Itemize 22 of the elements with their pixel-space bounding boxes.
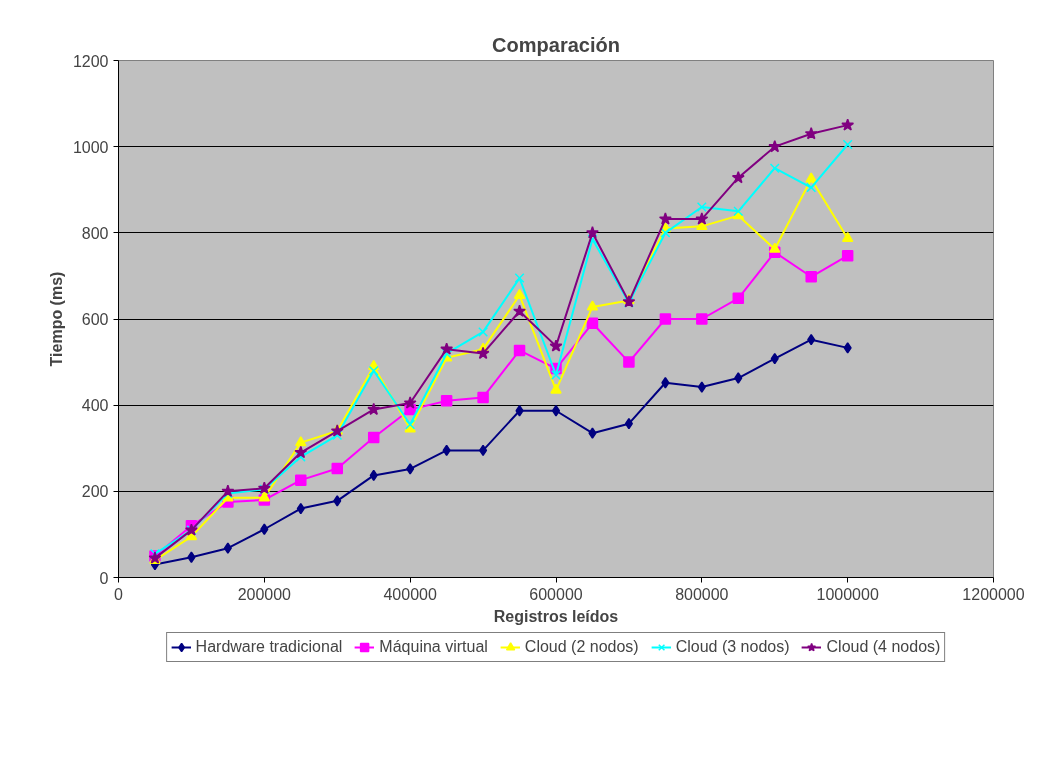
x-axis-title: Registros leídos bbox=[493, 607, 619, 625]
x-tick-label: 0 bbox=[114, 585, 124, 603]
legend-label: Cloud (4 nodos) bbox=[826, 638, 941, 656]
y-tick-label: 0 bbox=[99, 569, 109, 587]
x-tick-label: 1200000 bbox=[962, 585, 1025, 603]
legend-label: Hardware tradicional bbox=[195, 638, 343, 656]
y-tick-label: 1000 bbox=[72, 138, 109, 156]
x-tick-label: 600000 bbox=[529, 585, 583, 603]
x-tick-label: 400000 bbox=[383, 585, 437, 603]
legend-label: Cloud (3 nodos) bbox=[675, 638, 790, 656]
chart-title: Comparación bbox=[492, 33, 620, 56]
y-tick-label: 800 bbox=[81, 224, 109, 242]
x-tick-label: 800000 bbox=[675, 585, 729, 603]
x-tick-label: 200000 bbox=[237, 585, 292, 603]
legend-label: Cloud (2 nodos) bbox=[524, 638, 639, 656]
legend-label: Máquina virtual bbox=[379, 638, 488, 656]
y-tick-label: 200 bbox=[81, 483, 109, 501]
y-tick-label: 1200 bbox=[72, 52, 109, 70]
y-tick-label: 600 bbox=[81, 311, 109, 328]
y-tick-label: 400 bbox=[81, 397, 109, 415]
x-tick-label: 1000000 bbox=[816, 585, 879, 603]
y-axis-title: Tiempo (ms) bbox=[47, 271, 65, 367]
